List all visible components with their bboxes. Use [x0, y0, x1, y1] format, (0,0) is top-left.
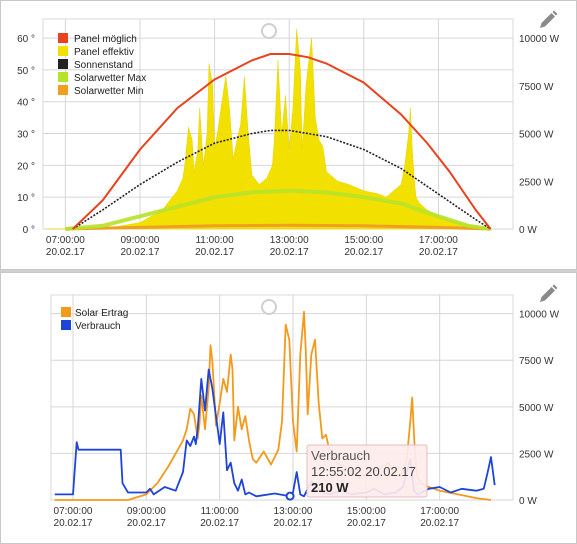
y-right-tick-label: 0 W	[519, 496, 537, 507]
x-tick-date-label: 20.02.17	[121, 247, 160, 258]
legend-swatch	[61, 320, 71, 330]
panel-divider	[0, 268, 577, 273]
x-tick-date-label: 20.02.17	[200, 518, 239, 529]
y-right-tick-label: 2500 W	[519, 449, 554, 460]
hover-marker	[285, 491, 295, 501]
x-tick-date-label: 20.02.17	[419, 247, 458, 258]
series-solarwetter-max-line	[65, 188, 491, 231]
legend-label: Solar Ertrag	[75, 308, 128, 319]
circle-handle-icon	[261, 23, 277, 39]
series-panel-moeglich-line	[72, 53, 492, 230]
solar-yield-chart-panel: 0 W 2500 W 5000 W 7500 W 10000 W 07:00:00 20.0…	[0, 272, 577, 544]
x-tick-date-label: 20.02.17	[344, 247, 383, 258]
x-tick-time-label: 11:00:00	[195, 235, 234, 246]
x-tick-time-label: 15:00:00	[344, 235, 383, 246]
legend-label: Panel möglich	[74, 34, 137, 45]
series-panel-effektiv-area	[46, 28, 491, 230]
y-right-tick-label: 5000 W	[519, 403, 554, 414]
x-tick-date-label: 20.02.17	[270, 247, 309, 258]
x-tick-date-label: 20.02.17	[46, 247, 85, 258]
y-right-tick-label: 10000 W	[519, 34, 560, 45]
x-tick-time-label: 09:00:00	[127, 506, 166, 517]
y-right-tick-label: 7500 W	[519, 356, 554, 367]
tooltip-value: 210 W	[311, 480, 349, 495]
legend-label: Sonnenstand	[74, 60, 133, 71]
legend-label: Solarwetter Min	[74, 86, 143, 97]
pencil-icon[interactable]	[537, 9, 559, 31]
y-right-tick-label: 10000 W	[519, 310, 560, 321]
x-tick-time-label: 17:00:00	[420, 506, 459, 517]
legend-swatch	[61, 307, 71, 317]
x-tick-time-label: 07:00:00	[54, 506, 93, 517]
x-tick-time-label: 09:00:00	[121, 235, 160, 246]
y-left-tick-label: 10 °	[17, 193, 35, 204]
tooltip-title: Verbrauch	[311, 448, 370, 463]
legend-label: Verbrauch	[75, 321, 121, 332]
y-right-tick-label: 2500 W	[519, 177, 554, 188]
x-tick-time-label: 15:00:00	[347, 506, 386, 517]
x-tick-time-label: 13:00:00	[274, 506, 313, 517]
y-right-tick-label: 0 W	[519, 225, 537, 236]
x-tick-date-label: 20.02.17	[195, 247, 234, 258]
x-tick-date-label: 20.02.17	[274, 518, 313, 529]
y-left-tick-label: 0 °	[23, 225, 35, 236]
circle-handle-icon	[261, 299, 277, 315]
tooltip-time: 12:55:02 20.02.17	[311, 464, 416, 479]
x-tick-time-label: 11:00:00	[201, 506, 240, 517]
x-tick-date-label: 20.02.17	[347, 518, 386, 529]
y-left-tick-label: 60 °	[17, 34, 35, 45]
legend-swatch	[58, 85, 68, 95]
legend-swatch	[58, 46, 68, 56]
legend-swatch	[58, 72, 68, 82]
tooltip-box	[306, 444, 428, 498]
y-right-tick-label: 7500 W	[519, 82, 554, 93]
series-verbrauch-line	[54, 368, 496, 498]
solar-position-chart-panel: 0 W 2500 W 5000 W 7500 W 10000 W 0 ° 10 ° 20 ° 3…	[0, 0, 577, 270]
x-tick-date-label: 20.02.17	[127, 518, 166, 529]
y-right-tick-label: 5000 W	[519, 130, 554, 141]
y-left-tick-label: 20 °	[17, 161, 35, 172]
series-solarwetter-min-line	[65, 223, 491, 231]
legend-swatch	[58, 59, 68, 69]
legend-label: Solarwetter Max	[74, 73, 146, 84]
x-tick-date-label: 20.02.17	[54, 518, 93, 529]
y-left-tick-label: 40 °	[17, 98, 35, 109]
y-left-tick-label: 30 °	[17, 130, 35, 141]
y-left-tick-label: 50 °	[17, 66, 35, 77]
x-tick-time-label: 13:00:00	[270, 235, 309, 246]
legend-swatch	[58, 33, 68, 43]
x-tick-time-label: 07:00:00	[46, 235, 85, 246]
x-tick-time-label: 17:00:00	[419, 235, 458, 246]
series-sonnenstand-line	[72, 129, 492, 230]
solar-position-chart: 0 W 2500 W 5000 W 7500 W 10000 W 0 ° 10 ° 20 ° 3…	[17, 18, 560, 258]
pencil-icon[interactable]	[537, 283, 559, 305]
legend-label: Panel effektiv	[74, 47, 134, 58]
x-tick-date-label: 20.02.17	[420, 518, 459, 529]
